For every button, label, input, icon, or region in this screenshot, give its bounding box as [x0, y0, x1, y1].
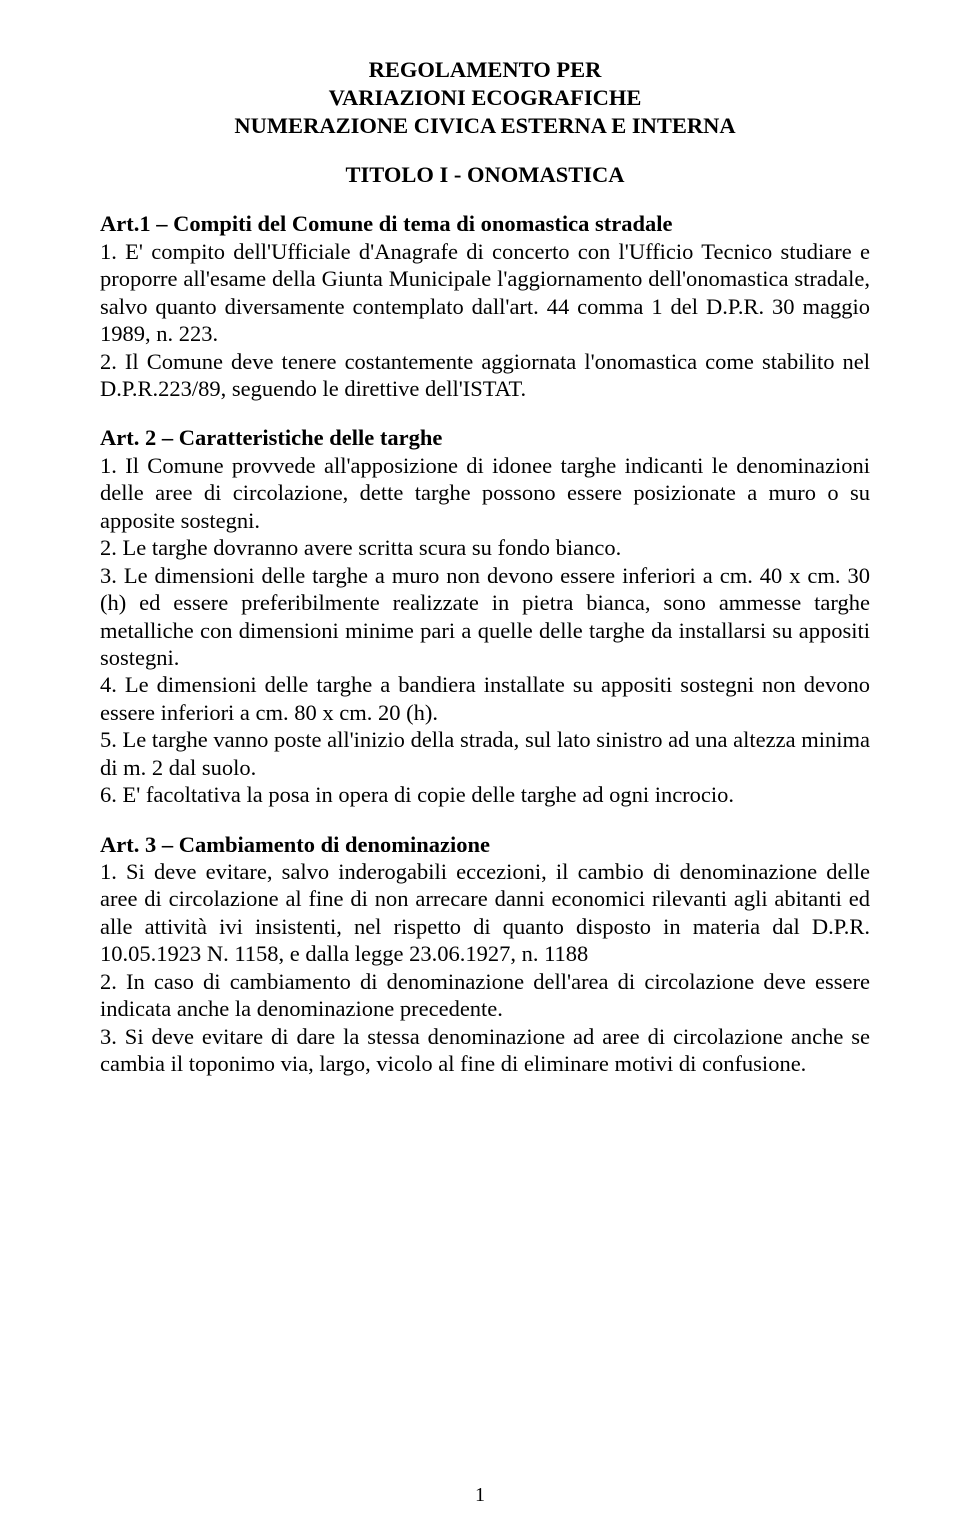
- document-page: REGOLAMENTO PER VARIAZIONI ECOGRAFICHE N…: [0, 0, 960, 1537]
- article-1-heading: Art.1 – Compiti del Comune di tema di on…: [100, 211, 672, 236]
- document-title-block: REGOLAMENTO PER VARIAZIONI ECOGRAFICHE N…: [100, 56, 870, 140]
- article-1-paragraph-2: 2. Il Comune deve tenere costantemente a…: [100, 349, 870, 401]
- article-3-paragraph-2: 2. In caso di cambiamento di denominazio…: [100, 969, 870, 1021]
- section-subtitle: TITOLO I - ONOMASTICA: [100, 162, 870, 188]
- page-number: 1: [0, 1484, 960, 1507]
- title-line-2: VARIAZIONI ECOGRAFICHE: [100, 84, 870, 112]
- article-2-paragraph-3: 3. Le dimensioni delle targhe a muro non…: [100, 563, 870, 670]
- article-1: Art.1 – Compiti del Comune di tema di on…: [100, 210, 870, 402]
- article-3-heading: Art. 3 – Cambiamento di denominazione: [100, 832, 490, 857]
- article-3-paragraph-3: 3. Si deve evitare di dare la stessa den…: [100, 1024, 870, 1076]
- article-3-paragraph-1: 1. Si deve evitare, salvo inderogabili e…: [100, 859, 870, 966]
- article-3: Art. 3 – Cambiamento di denominazione 1.…: [100, 831, 870, 1078]
- article-2-paragraph-5: 5. Le targhe vanno poste all'inizio dell…: [100, 727, 870, 779]
- article-2-paragraph-1: 1. Il Comune provvede all'apposizione di…: [100, 453, 870, 533]
- article-2: Art. 2 – Caratteristiche delle targhe 1.…: [100, 424, 870, 808]
- title-line-3: NUMERAZIONE CIVICA ESTERNA E INTERNA: [100, 112, 870, 140]
- article-2-heading: Art. 2 – Caratteristiche delle targhe: [100, 425, 442, 450]
- article-2-paragraph-6: 6. E' facoltativa la posa in opera di co…: [100, 782, 734, 807]
- article-2-paragraph-4: 4. Le dimensioni delle targhe a bandiera…: [100, 672, 870, 724]
- article-2-paragraph-2: 2. Le targhe dovranno avere scritta scur…: [100, 535, 621, 560]
- title-line-1: REGOLAMENTO PER: [100, 56, 870, 84]
- article-1-paragraph-1: 1. E' compito dell'Ufficiale d'Anagrafe …: [100, 239, 870, 346]
